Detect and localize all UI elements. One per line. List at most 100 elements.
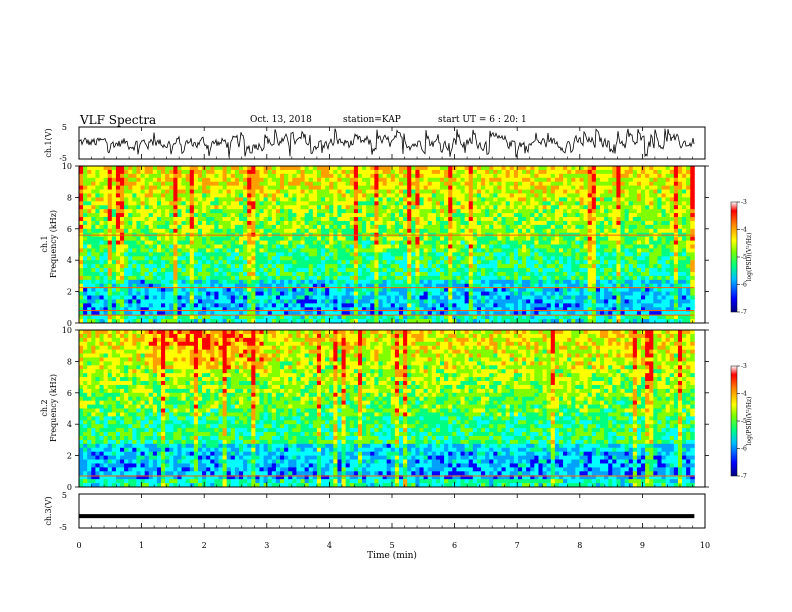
spectrogram-cell [456,236,461,241]
spectrogram-cell [435,279,441,285]
spectrogram-cell [132,252,137,257]
spectrogram-cell [267,209,273,214]
spectrogram-cell [394,205,400,210]
spectrogram-cell [485,283,490,289]
spectrogram-cell [275,295,281,300]
spectrogram-cell [226,275,232,281]
spectrogram-cell [333,224,338,230]
spectrogram-cell [456,287,461,293]
spectrogram-cell [337,236,342,241]
spectrogram-cell [292,173,297,179]
spectrogram-cell [214,173,219,179]
spectrogram-cell [345,279,351,285]
spectrogram-cell [83,311,88,316]
spectrogram-cell [226,166,232,171]
spectrogram-cell [411,315,416,320]
spectrogram-cell [189,307,195,312]
spectrogram-cell [271,177,277,183]
spectrogram-cell [341,279,347,285]
spectrogram-cell [493,181,498,187]
spectrogram-cell [411,268,416,273]
spectrogram-cell [362,185,367,190]
spectrogram-cell [91,197,96,202]
spectrogram-cell [554,166,560,171]
spectrogram-cell [493,268,498,273]
spectrogram-cell [403,217,408,222]
spectrogram-cell [173,260,178,265]
spectrogram-cell [173,283,178,289]
spectrogram-cell [238,181,244,187]
spectrogram-cell [489,275,494,281]
spectrogram-cell [398,311,404,316]
spectrogram-cell [222,197,228,202]
spectrogram-cell [427,295,433,300]
spectrogram-cell [353,220,359,226]
spectrogram-cell [448,166,453,171]
spectrogram-cell [243,173,248,179]
spectrogram-cell [144,213,150,218]
spectrogram-cell [308,264,314,269]
spectrogram-cell [99,311,105,316]
spectrogram-cell [243,177,248,183]
spectrogram-cell [210,311,215,316]
spectrogram-cell [489,228,494,234]
spectrogram-cell [493,244,498,249]
spectrogram-cell [554,291,560,296]
spectrogram-cell [542,256,548,261]
spectrogram-cell [251,181,256,187]
spectrogram-cell [156,283,162,289]
spectrogram-cell [136,220,141,226]
spectrogram-cell [329,291,334,296]
spectrogram-cell [341,240,347,245]
spectrogram-cell [575,279,580,285]
spectrogram-cell [132,177,137,183]
spectrogram-cell [370,228,375,234]
spectrogram-cell [440,166,445,171]
spectrogram-cell [571,213,576,218]
spectrogram-cell [501,213,507,218]
spectrogram-cell [304,173,310,179]
spectrogram-cell [230,256,236,261]
spectrogram-cell [390,279,396,285]
spectrogram-cell [124,248,129,253]
spectrogram-cell [230,169,236,175]
spectrogram-cell [214,213,219,218]
spectrogram-cell [197,220,203,226]
spectrogram-cell [173,287,178,293]
spectrogram-cell [353,252,359,257]
spectrogram-cell [99,220,105,226]
spectrogram-cell [542,275,548,281]
spectrogram-cell [140,169,146,175]
spectrogram-cell [263,209,269,214]
spectrogram-cell [247,197,252,202]
spectrogram-cell [79,201,84,206]
spectrogram-cell [571,173,576,179]
spectrogram-cell [378,185,383,190]
spectrogram-cell [366,248,371,253]
spectrogram-cell [140,193,146,198]
spectrogram-cell [468,260,474,265]
spectrogram-cell [87,252,92,257]
spectrogram-cell [140,319,146,324]
spectrogram-cell [464,287,470,293]
spectrogram-cell [197,291,203,296]
spectrogram-cell [382,185,388,190]
spectrogram-cell [103,264,109,269]
spectrogram-cell [411,295,416,300]
spectrogram-cell [124,264,129,269]
spectrogram-cell [337,291,342,296]
spectrogram-cell [124,213,129,218]
spectrogram-cell [390,169,396,175]
spectrogram-cell [476,268,482,273]
spectrogram-cell [107,205,113,210]
spectrogram-cell [132,173,137,179]
spectrogram-cell [513,256,519,261]
spectrogram-cell [366,236,371,241]
spectrogram-cell [472,240,478,245]
spectrogram-cell [185,240,191,245]
spectrogram-cell [148,252,154,257]
spectrogram-cell [526,177,531,183]
spectrogram-cell [161,295,166,300]
spectrogram-cell [259,252,265,257]
spectrogram-cell [329,311,334,316]
